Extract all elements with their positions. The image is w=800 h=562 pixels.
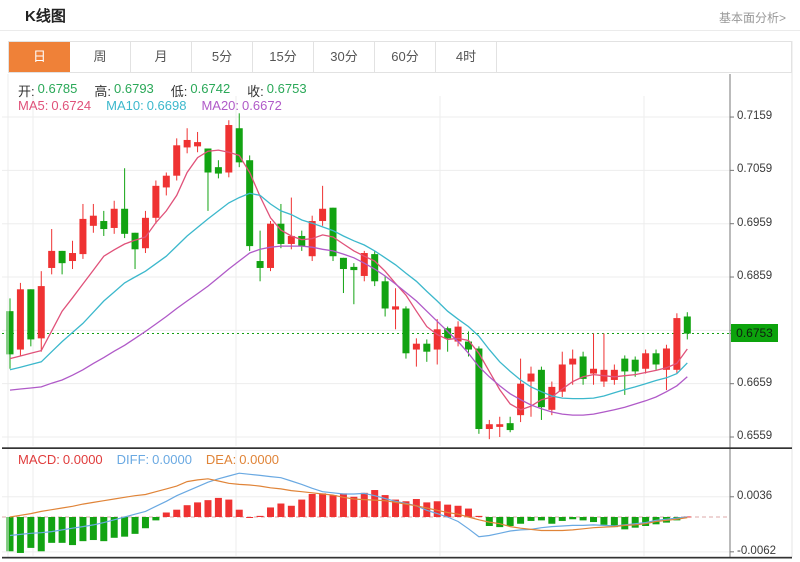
tab-30min[interactable]: 30分 bbox=[314, 42, 375, 72]
ma10-value: 0.6698 bbox=[146, 98, 187, 113]
ohlc-row: 开: 0.6785 高: 0.6793 低: 0.6742 收: 0.6753 bbox=[18, 81, 307, 100]
close-value: 0.6753 bbox=[266, 81, 307, 96]
tab-day[interactable]: 日 bbox=[9, 42, 70, 72]
y-axis-label-6: 0.6559 bbox=[737, 430, 773, 442]
y-axis-label-1: 0.7159 bbox=[737, 110, 773, 122]
macd-value: 0.0000 bbox=[62, 452, 103, 467]
page-title: K线图 bbox=[25, 8, 66, 25]
ma20-label: MA20: bbox=[201, 98, 240, 113]
close-label: 收: bbox=[247, 84, 264, 99]
ma-legend-row: MA5: 0.6724 MA10: 0.6698 MA20: 0.6672 bbox=[18, 98, 282, 113]
macd-legend-row: MACD: 0.0000 DIFF: 0.0000 DEA: 0.0000 bbox=[18, 452, 279, 467]
low-value: 0.6742 bbox=[190, 81, 231, 96]
diff-value: 0.0000 bbox=[152, 452, 192, 467]
tab-15min[interactable]: 15分 bbox=[253, 42, 314, 72]
macd-label: MACD: bbox=[18, 452, 60, 467]
macd-axis-label-2: -0.0062 bbox=[737, 545, 777, 557]
y-axis-label-5: 0.6659 bbox=[737, 377, 773, 389]
ma10-label: MA10: bbox=[106, 98, 144, 113]
macd-axis-label-1: 0.0036 bbox=[737, 490, 773, 502]
high-value: 0.6793 bbox=[114, 81, 154, 96]
ma5-value: 0.6724 bbox=[51, 98, 92, 113]
tab-4hour[interactable]: 4时 bbox=[436, 42, 497, 72]
y-axis-label-4: 0.6859 bbox=[737, 270, 773, 282]
dea-label: DEA: bbox=[205, 452, 237, 467]
current-price-tag: 0.6753 bbox=[731, 324, 778, 342]
open-label: 开: bbox=[18, 84, 35, 99]
fundamental-analysis-link[interactable]: 基本面分析> bbox=[718, 11, 786, 25]
diff-label: DIFF: bbox=[116, 452, 150, 467]
low-label: 低: bbox=[170, 84, 188, 99]
ma20-value: 0.6672 bbox=[242, 98, 282, 113]
tab-60min[interactable]: 60分 bbox=[375, 42, 436, 72]
ma5-label: MA5: bbox=[18, 98, 49, 113]
y-axis-label-3: 0.6959 bbox=[737, 217, 773, 229]
open-value: 0.6785 bbox=[37, 81, 78, 96]
header-divider bbox=[0, 30, 800, 31]
dea-value: 0.0000 bbox=[239, 452, 280, 467]
period-tabbar: 日 周 月 5分 15分 30分 60分 4时 bbox=[8, 41, 792, 73]
y-axis-label-2: 0.7059 bbox=[737, 163, 773, 175]
tab-5min[interactable]: 5分 bbox=[192, 42, 253, 72]
tab-month[interactable]: 月 bbox=[131, 42, 192, 72]
high-label: 高: bbox=[94, 84, 112, 99]
tab-week[interactable]: 周 bbox=[70, 42, 131, 72]
